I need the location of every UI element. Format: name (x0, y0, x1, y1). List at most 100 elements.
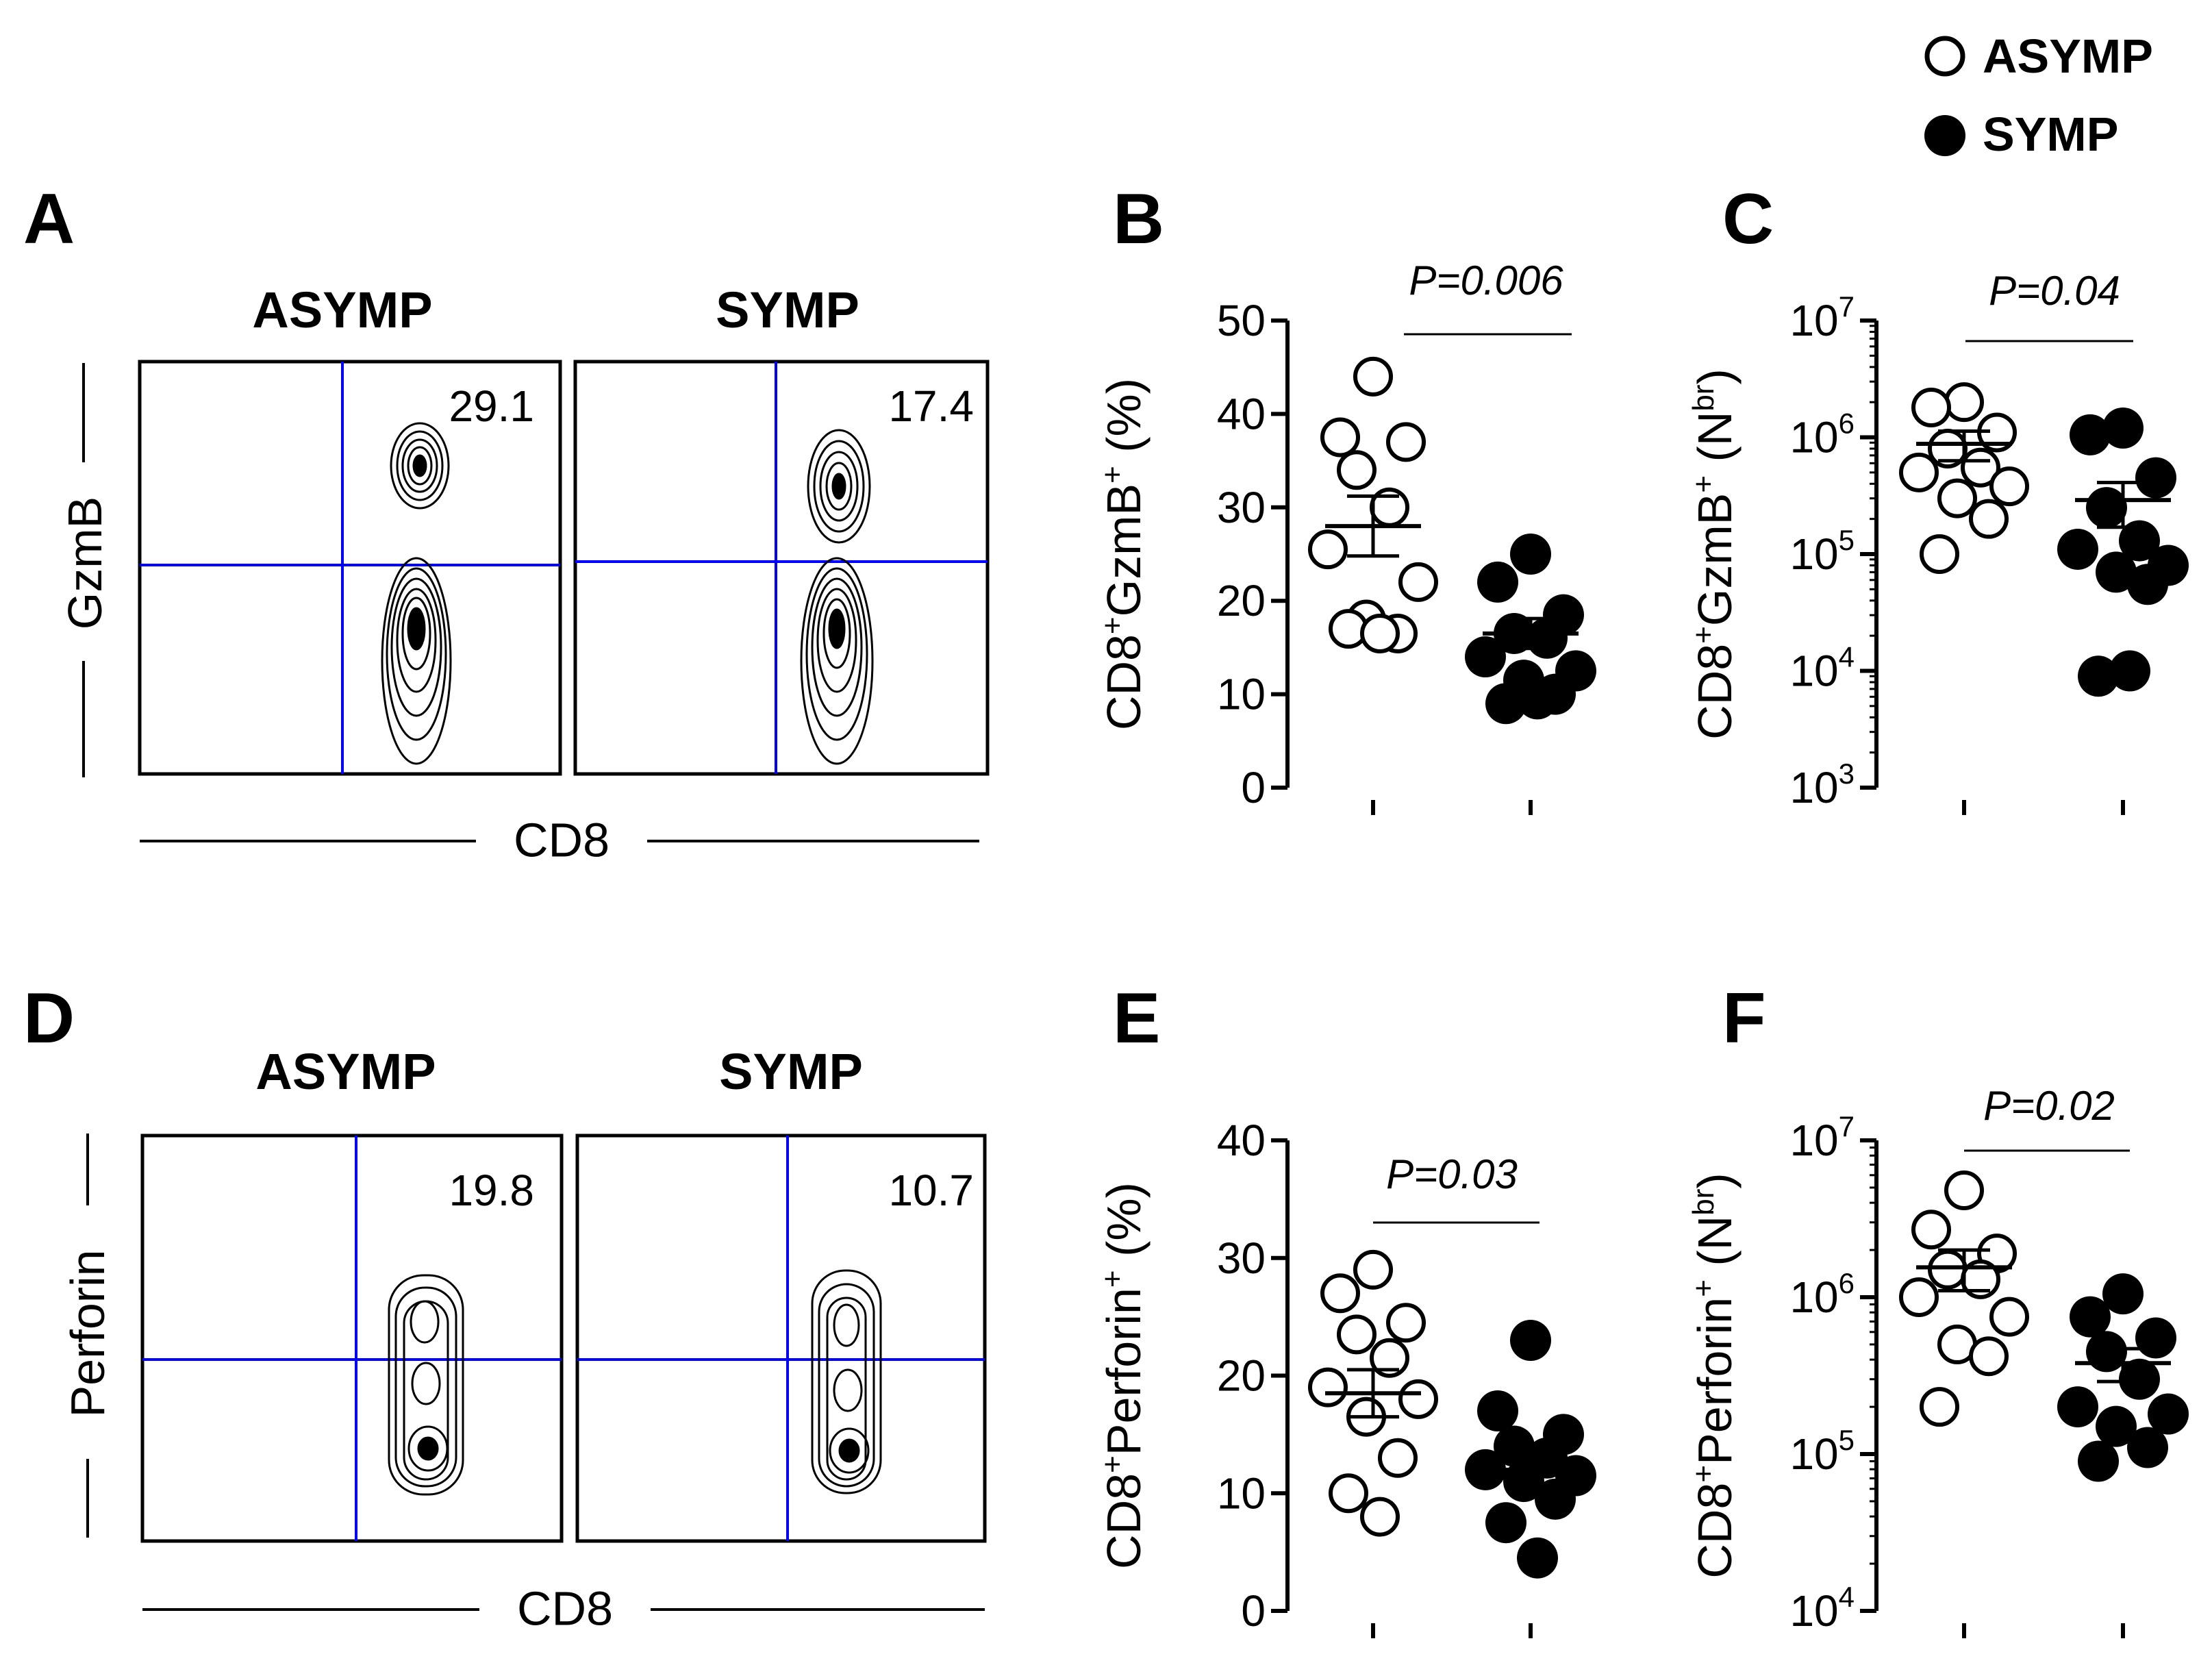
y-tick-label: 106 (1789, 1267, 1855, 1322)
data-point-asymp (1329, 1473, 1368, 1514)
data-point-symp (1465, 636, 1506, 678)
data-point-asymp (1337, 450, 1377, 490)
flow-title-d-symp: SYMP (719, 1043, 863, 1100)
data-point-symp (1477, 1390, 1518, 1432)
data-point-asymp (1937, 478, 1977, 518)
y-tick-label: 104 (1789, 1581, 1855, 1636)
data-point-symp (2070, 1296, 2111, 1338)
y-tick-label: 0 (1241, 1586, 1266, 1636)
y-tick-label: 10 (1217, 1468, 1266, 1518)
data-point-asymp (1360, 1497, 1400, 1537)
data-point-asymp (1961, 447, 2000, 488)
legend-marker-asymp (1924, 36, 1965, 77)
data-point-asymp (1989, 1297, 2029, 1337)
y-axis-label: CD8+GzmB+ (Nbr) (1687, 368, 1742, 740)
y-tick-label: 107 (1789, 290, 1855, 345)
x-marker-label-d: CD8 (517, 1581, 613, 1635)
y-marker-label-d: Perforin (61, 1249, 114, 1417)
panel-letter-c: C (1722, 179, 1774, 259)
y-axis-label: CD8+Perforin+ (%) (1096, 1182, 1151, 1569)
data-point-symp (1510, 1319, 1551, 1361)
contour-population (388, 1274, 464, 1496)
panel-d: D ASYMP SYMP Perforin 19.8 (23, 979, 987, 1635)
contour-population-lower (381, 557, 452, 765)
data-point-symp (2102, 1273, 2144, 1315)
data-point-asymp (1920, 534, 1959, 574)
data-point-asymp (1969, 1336, 2009, 1377)
flow-plot-a-symp: 17.4 (573, 360, 990, 776)
data-point-symp (2096, 551, 2137, 593)
y-tick-label: 30 (1217, 483, 1266, 532)
flow-title-d-asymp: ASYMP (255, 1043, 436, 1100)
flow-title-a-symp: SYMP (716, 281, 859, 338)
y-tick-label: 10 (1217, 670, 1266, 719)
data-point-symp (2102, 407, 2144, 449)
y-marker-d: Perforin (61, 1134, 114, 1538)
legend: ASYMP SYMP (1924, 29, 2153, 161)
scatter-panel-e: E 0 10 20 30 40 CD8+Perforin+ (%) P=0.03 (1096, 979, 1596, 1638)
data-point-asymp (1398, 562, 1438, 602)
data-point-symp (2119, 1358, 2160, 1400)
data-point-symp (2135, 457, 2176, 499)
data-point-symp (2135, 1317, 2176, 1359)
panel-letter-e: E (1113, 979, 1160, 1058)
contour-population-upper (390, 422, 450, 510)
scatter-panel-b: B 0 10 20 30 40 50 CD8+GzmB+ (%) P=0.006 (1096, 179, 1596, 815)
data-point-asymp (1360, 613, 1400, 653)
contour-population (811, 1269, 882, 1494)
y-tick-label: 0 (1241, 763, 1266, 812)
flow-plot-d-symp: 10.7 (575, 1134, 987, 1543)
data-point-asymp (1308, 1367, 1348, 1407)
flow-plot-d-asymp: 19.8 (140, 1134, 564, 1543)
data-point-symp (2096, 1405, 2137, 1447)
x-marker-a: CD8 (140, 813, 979, 866)
data-point-symp (1485, 683, 1526, 725)
data-point-symp (1535, 1478, 1576, 1520)
contour-population-upper (807, 429, 871, 544)
y-axis-label: CD8+GzmB+ (%) (1096, 378, 1151, 730)
data-point-symp (2148, 1393, 2189, 1435)
y-tick-label: 30 (1217, 1234, 1266, 1283)
y-tick-label: 40 (1217, 389, 1266, 438)
data-point-asymp (1899, 1277, 1939, 1317)
data-point-symp (2119, 520, 2160, 562)
data-point-symp (2109, 650, 2150, 692)
panel-letter-b: B (1113, 179, 1164, 259)
y-tick-label: 50 (1217, 296, 1266, 345)
data-point-symp (1517, 1537, 1558, 1579)
x-marker-d: CD8 (142, 1581, 985, 1635)
data-point-symp (1494, 1425, 1535, 1467)
y-tick-label: 105 (1789, 524, 1855, 579)
quadrant-percent: 10.7 (888, 1166, 974, 1215)
panel-letter-d: D (23, 979, 75, 1058)
p-value-label: P=0.006 (1409, 258, 1563, 303)
quadrant-percent: 29.1 (449, 381, 534, 431)
data-point-asymp (1386, 422, 1426, 462)
y-tick-label: 40 (1217, 1116, 1266, 1165)
data-point-symp (2086, 1331, 2127, 1373)
data-point-symp (2057, 528, 2098, 570)
data-point-asymp (1320, 417, 1360, 458)
panel-letter-a: A (23, 179, 75, 259)
quadrant-percent: 19.8 (449, 1166, 534, 1215)
data-point-symp (1510, 534, 1551, 575)
legend-label-asymp: ASYMP (1983, 29, 2153, 83)
data-point-symp (2086, 487, 2127, 529)
data-point-asymp (1944, 382, 1984, 423)
data-point-asymp (1370, 1338, 1409, 1378)
scatter-panel-f: F 104 105 106 107 CD8+Perforin+ (Nbr) P=0.02 (1687, 979, 2189, 1638)
quadrant-percent: 17.4 (888, 381, 974, 431)
data-point-symp (2127, 564, 2168, 605)
p-value-label: P=0.02 (1983, 1083, 2115, 1129)
legend-label-symp: SYMP (1983, 108, 2118, 161)
data-point-asymp (1911, 1210, 1951, 1250)
data-point-symp (2078, 1440, 2119, 1482)
data-point-symp (2127, 1427, 2168, 1468)
data-point-asymp (1353, 356, 1393, 397)
panel-a: A ASYMP SYMP GzmB (23, 179, 990, 866)
y-tick-label: 105 (1789, 1424, 1855, 1479)
data-point-asymp (1989, 466, 2029, 507)
contour-population-lower (800, 557, 874, 765)
y-axis-label: CD8+Perforin+ (Nbr) (1687, 1173, 1742, 1578)
